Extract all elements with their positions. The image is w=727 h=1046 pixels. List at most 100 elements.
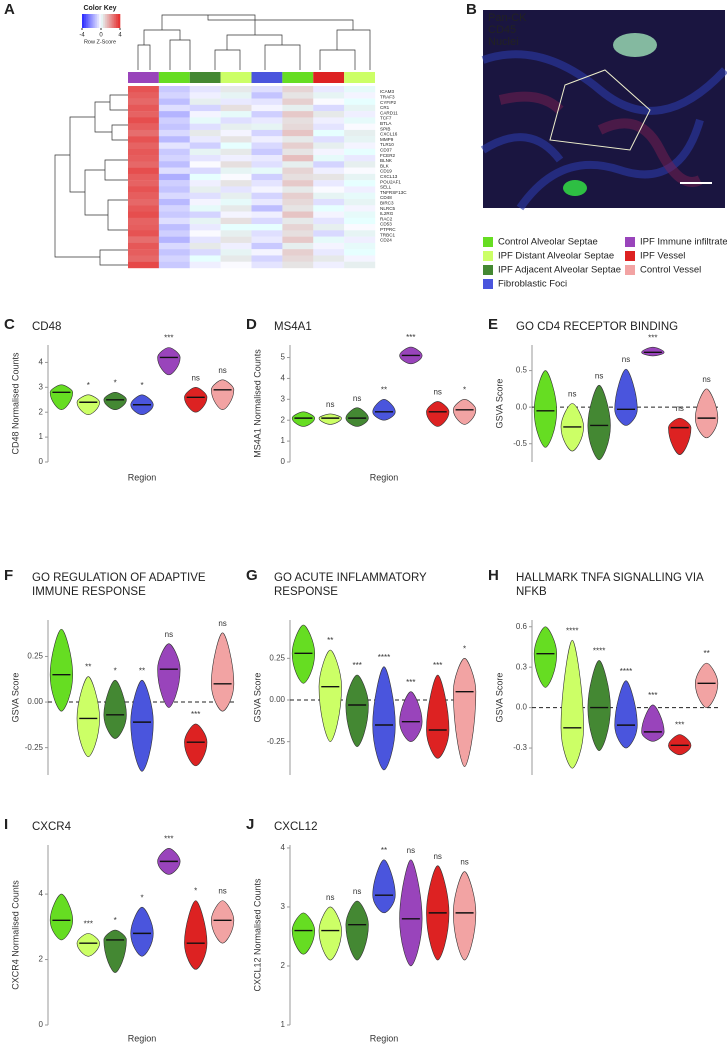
panel-label: I bbox=[4, 816, 8, 833]
color-key-step bbox=[87, 14, 90, 28]
significance-label: * bbox=[140, 381, 143, 390]
color-key-step bbox=[114, 14, 117, 28]
violin bbox=[372, 399, 396, 421]
gene-label: FCER2 bbox=[380, 153, 396, 158]
heatmap-cell bbox=[128, 148, 160, 156]
region-outline bbox=[549, 69, 651, 151]
color-key-step bbox=[112, 14, 115, 28]
row-dendrogram bbox=[54, 94, 128, 266]
y-tick-label: 0 bbox=[39, 457, 44, 466]
y-tick-label: 2 bbox=[281, 415, 286, 424]
y-axis-label: GSVA Score bbox=[494, 673, 504, 723]
heatmap-cell bbox=[189, 161, 221, 168]
violin bbox=[318, 413, 342, 425]
heatmap-cell bbox=[189, 148, 221, 156]
heatmap-cell bbox=[313, 230, 345, 237]
panel-label: E bbox=[488, 316, 498, 333]
violin bbox=[372, 666, 396, 771]
violin bbox=[614, 368, 638, 426]
heatmap-cell bbox=[344, 111, 376, 118]
gene-label: TNFRSF13C bbox=[380, 190, 407, 195]
violin bbox=[426, 674, 450, 759]
violin bbox=[560, 639, 584, 769]
y-tick-label: 2 bbox=[281, 961, 286, 970]
heatmap-cell bbox=[158, 255, 190, 262]
heatmap-cell bbox=[251, 205, 283, 212]
heatmap-cell bbox=[313, 86, 345, 93]
y-axis-label: GSVA Score bbox=[494, 379, 504, 429]
y-tick-label: 3 bbox=[281, 902, 286, 911]
heatmap-cell bbox=[128, 211, 160, 218]
heatmap-cell bbox=[189, 186, 221, 193]
heatmap-cell bbox=[189, 217, 221, 225]
legend-label: IPF Immune infiltrate bbox=[640, 237, 727, 248]
violin bbox=[76, 394, 100, 416]
y-tick-label: 0.5 bbox=[516, 366, 528, 375]
y-tick-label: 0.0 bbox=[516, 402, 528, 411]
heatmap-cell bbox=[128, 98, 160, 106]
heatmap-cell bbox=[220, 117, 252, 124]
heatmap-cell bbox=[313, 211, 345, 218]
heatmap-cell bbox=[128, 123, 160, 131]
y-tick-label: -0.3 bbox=[513, 743, 527, 752]
violin bbox=[49, 384, 74, 411]
heatmap-cell bbox=[282, 198, 314, 206]
heatmap-cell bbox=[251, 148, 283, 156]
heatmap-cell bbox=[251, 198, 283, 206]
significance-label: * bbox=[114, 378, 117, 387]
gene-label: SPIB bbox=[380, 126, 390, 131]
violin bbox=[76, 933, 100, 957]
channel-label: Nuclei bbox=[488, 36, 519, 48]
x-axis-label: Region bbox=[128, 472, 157, 482]
heatmap-cell bbox=[158, 230, 190, 237]
micrograph-structure bbox=[563, 180, 587, 196]
violin bbox=[345, 407, 369, 427]
heatmap-cell bbox=[313, 98, 345, 106]
color-key-step bbox=[108, 14, 111, 28]
heatmap-cell bbox=[158, 205, 190, 212]
gene-label: BLNK bbox=[380, 158, 393, 163]
heatmap-cell bbox=[128, 111, 160, 118]
heatmap-cell bbox=[344, 117, 376, 124]
panel-title: GO REGULATION OF ADAPTIVE bbox=[32, 572, 206, 584]
legend-label: IPF Vessel bbox=[640, 251, 685, 262]
y-tick-label: 0 bbox=[39, 1020, 44, 1029]
heatmap-cell bbox=[220, 261, 252, 269]
heatmap-cell bbox=[128, 205, 160, 212]
heatmap-cell bbox=[189, 224, 221, 231]
heatmap-cell bbox=[313, 255, 345, 262]
heatmap-cell bbox=[344, 198, 376, 206]
gene-label: CD48 bbox=[380, 195, 392, 200]
heatmap-cell bbox=[128, 161, 160, 168]
heatmap-cell bbox=[189, 261, 221, 269]
heatmap-cell bbox=[220, 86, 252, 93]
heatmap-cell bbox=[313, 224, 345, 231]
heatmap-cell bbox=[251, 86, 283, 93]
legend-swatch bbox=[625, 265, 635, 275]
heatmap-cell bbox=[189, 117, 221, 124]
violin bbox=[345, 674, 369, 747]
heatmap-cell bbox=[220, 242, 252, 250]
heatmap-cell bbox=[189, 249, 221, 256]
heatmap-cell bbox=[344, 242, 376, 250]
heatmap-cell bbox=[344, 129, 376, 137]
heatmap-cell bbox=[158, 148, 190, 156]
panel-title: CXCR4 bbox=[32, 821, 72, 833]
heatmap-cell bbox=[251, 117, 283, 124]
heatmap-cell bbox=[282, 236, 314, 244]
y-tick-label: 0.3 bbox=[516, 662, 528, 671]
gene-label: CXCL13 bbox=[380, 174, 398, 179]
y-tick-label: 3 bbox=[39, 382, 44, 391]
heatmap-cell bbox=[220, 236, 252, 244]
heatmap-cell bbox=[158, 98, 190, 106]
heatmap-cell bbox=[189, 142, 221, 149]
y-tick-label: 2 bbox=[39, 955, 44, 964]
heatmap-cell bbox=[189, 92, 221, 99]
heatmap-cell bbox=[128, 142, 160, 149]
heatmap-cell bbox=[282, 205, 314, 212]
heatmap-cell bbox=[128, 242, 160, 250]
significance-label: ns bbox=[595, 371, 603, 380]
heatmap-cell bbox=[189, 167, 221, 175]
gene-label: BLK bbox=[380, 163, 390, 168]
heatmap-cell bbox=[344, 86, 376, 93]
